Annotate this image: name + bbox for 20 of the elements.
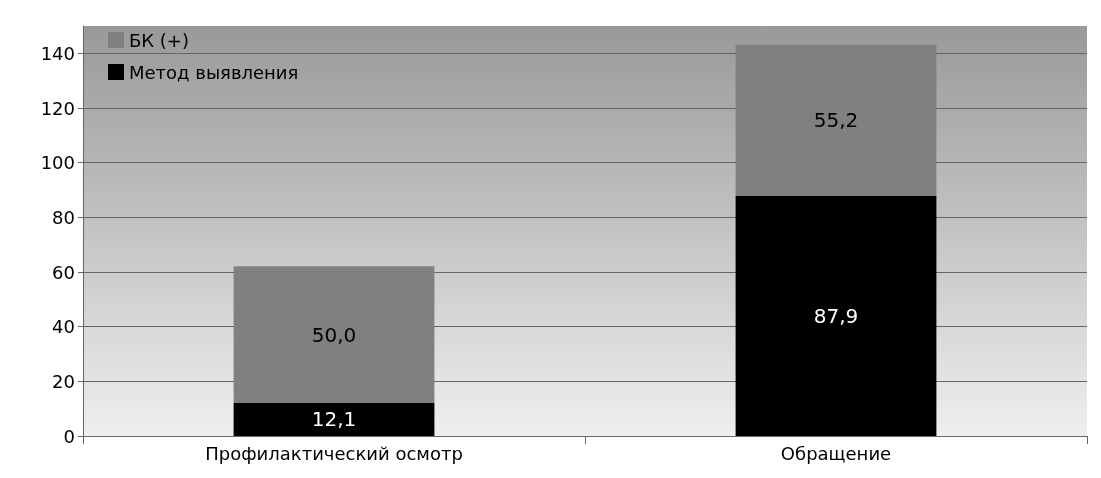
bar bbox=[233, 266, 435, 403]
y-tick-label: 120 bbox=[40, 97, 75, 119]
legend-label: Метод выявления bbox=[129, 61, 299, 83]
bar bbox=[735, 195, 937, 436]
bar bbox=[735, 44, 937, 196]
y-tick-label: 80 bbox=[52, 206, 75, 228]
y-tick-label: 20 bbox=[52, 370, 75, 392]
x-tick-label: Профилактический осмотр bbox=[205, 442, 463, 464]
data-label: 12,1 bbox=[311, 407, 357, 432]
data-label: 50,0 bbox=[311, 322, 357, 347]
bar bbox=[233, 402, 435, 436]
data-label: 87,9 bbox=[813, 303, 859, 328]
legend-label: БК (+) bbox=[129, 29, 189, 51]
y-tick-label: 0 bbox=[63, 425, 75, 447]
y-tick-label: 40 bbox=[52, 316, 75, 338]
x-tick-label: Обращение bbox=[780, 442, 892, 464]
data-label: 55,2 bbox=[813, 108, 859, 133]
y-tick-label: 60 bbox=[52, 261, 75, 283]
y-tick-label: 140 bbox=[40, 42, 75, 64]
y-tick-label: 100 bbox=[40, 152, 75, 174]
